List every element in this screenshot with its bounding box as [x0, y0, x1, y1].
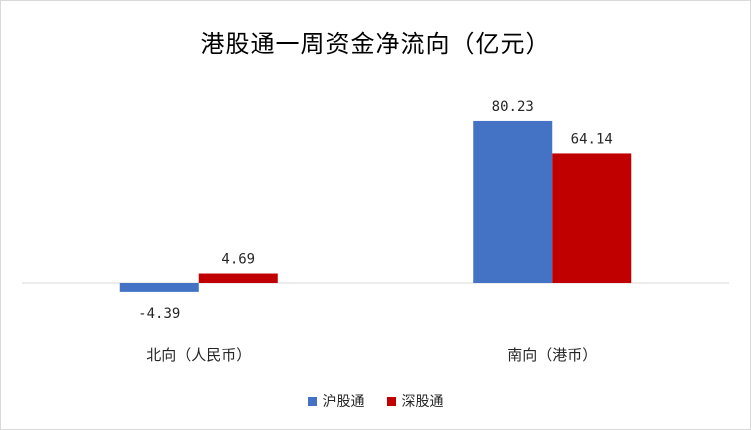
- bar-series-1-category-1: [119, 283, 199, 292]
- data-label-series-1-category-2: 80.23: [492, 99, 534, 115]
- legend-swatch-series-2: [386, 396, 396, 406]
- legend-item-series-2: 深股通: [386, 391, 444, 411]
- category-label-1: 北向（人民币）: [146, 346, 251, 364]
- data-label-series-2-category-1: 4.69: [221, 252, 255, 268]
- bar-series-2-category-1: [198, 273, 278, 283]
- legend-item-series-1: 沪股通: [307, 391, 365, 411]
- bar-series-1-category-2: [473, 120, 553, 284]
- data-label-series-1-category-1: -4.39: [138, 306, 180, 322]
- chart-title: 港股通一周资金净流向（亿元）: [200, 30, 551, 58]
- chart-legend: 沪股通 深股通: [0, 391, 751, 411]
- legend-label-series-2: 深股通: [401, 394, 444, 410]
- category-label-2: 南向（港币）: [507, 346, 597, 364]
- bar-series-2-category-2: [552, 153, 632, 283]
- legend-label-series-1: 沪股通: [322, 394, 365, 410]
- legend-swatch-series-1: [307, 396, 317, 406]
- data-label-series-2-category-2: 64.14: [571, 131, 613, 147]
